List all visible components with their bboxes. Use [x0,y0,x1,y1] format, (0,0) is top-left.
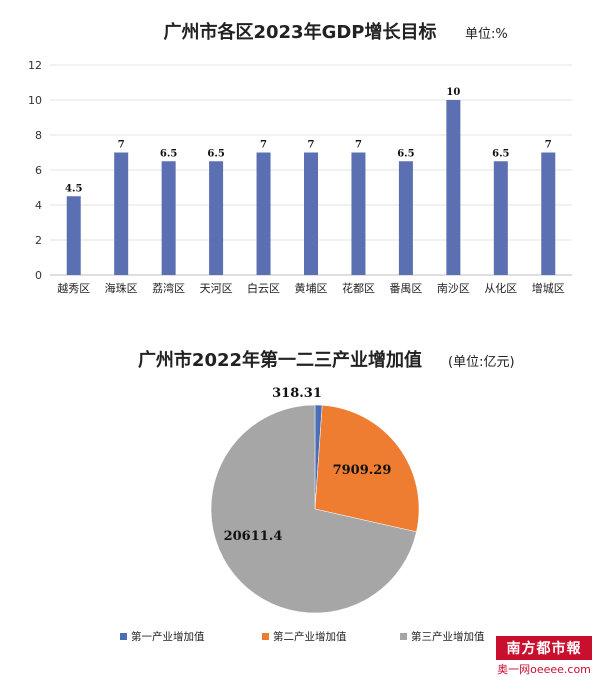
bar-value-label: 7 [260,140,267,151]
bar-6 [351,152,366,275]
bar-value-label: 4.5 [65,183,82,194]
pie-value-label: 7909.29 [333,463,392,478]
bar-value-label: 6.5 [492,148,509,159]
newspaper-logo: 南方都市報 奥一网oeeee.com [496,636,592,677]
bar-category-label: 天河区 [200,282,233,295]
logo-main-text: 南方都市報 [496,636,592,660]
legend-swatch [400,633,407,640]
legend-label: 第三产业增加值 [411,630,485,643]
bar-chart: 广州市各区2023年GDP增长目标 单位:% 0 2 4 6 8 10 12 4.5 7 6.5… [28,21,572,295]
legend-swatch [262,633,269,640]
bar-2 [161,161,176,275]
legend-label: 第一产业增加值 [131,630,205,643]
bar-y-tick-label: 10 [28,94,42,107]
legend-label: 第二产业增加值 [273,630,347,643]
legend-swatch [120,633,127,640]
pie-slice-1 [314,404,420,533]
bar-value-label: 7 [118,140,125,151]
bar-value-label: 6.5 [160,148,177,159]
bar-10 [541,152,556,275]
bar-y-tick-label: 2 [35,234,42,247]
bar-category-label: 南沙区 [437,282,470,295]
bar-0 [66,196,81,275]
bar-category-label: 越秀区 [57,281,90,295]
bar-9 [493,161,508,275]
bar-value-label: 7 [308,140,315,151]
logo-sub-text: 奥一网oeeee.com [497,663,591,676]
bar-chart-unit-note: 单位:% [465,27,508,42]
bar-8 [446,100,461,275]
bar-y-tick-label: 12 [28,59,42,72]
bar-y-tick-label: 4 [35,199,42,212]
bar-1 [114,152,129,275]
pie-chart: 广州市2022年第一二三产业增加值 (单位:亿元) 318.31 7909.29 2… [120,349,515,643]
pie-chart-unit-note: (单位:亿元) [448,355,515,370]
pie-value-label: 20611.4 [224,529,283,544]
bar-y-tick-label: 0 [35,269,42,282]
bar-5 [304,152,318,275]
bar-value-label: 6.5 [207,148,224,159]
bar-category-label: 白云区 [247,281,280,295]
bar-value-label: 7 [545,140,552,151]
bar-y-tick-label: 6 [35,164,42,177]
bar-value-label: 6.5 [397,148,414,159]
bar-value-label: 10 [446,87,460,98]
bar-y-tick-label: 8 [35,129,42,142]
bar-category-label: 番禺区 [389,282,422,295]
bar-value-label: 7 [355,140,362,151]
bar-3 [209,161,224,275]
pie-slice-2 [210,404,417,614]
bar-category-label: 花都区 [342,282,375,295]
bar-category-label: 黄埔区 [295,281,328,295]
bar-category-label: 荔湾区 [152,281,185,295]
pie-value-label: 318.31 [272,386,322,401]
bar-7 [398,161,413,275]
bar-4 [256,152,271,275]
bar-chart-title: 广州市各区2023年GDP增长目标 [163,21,436,43]
bar-category-label: 增城区 [532,281,565,295]
bar-category-label: 海珠区 [105,281,138,295]
pie-chart-title: 广州市2022年第一二三产业增加值 [138,349,422,371]
bar-category-label: 从化区 [484,281,517,295]
